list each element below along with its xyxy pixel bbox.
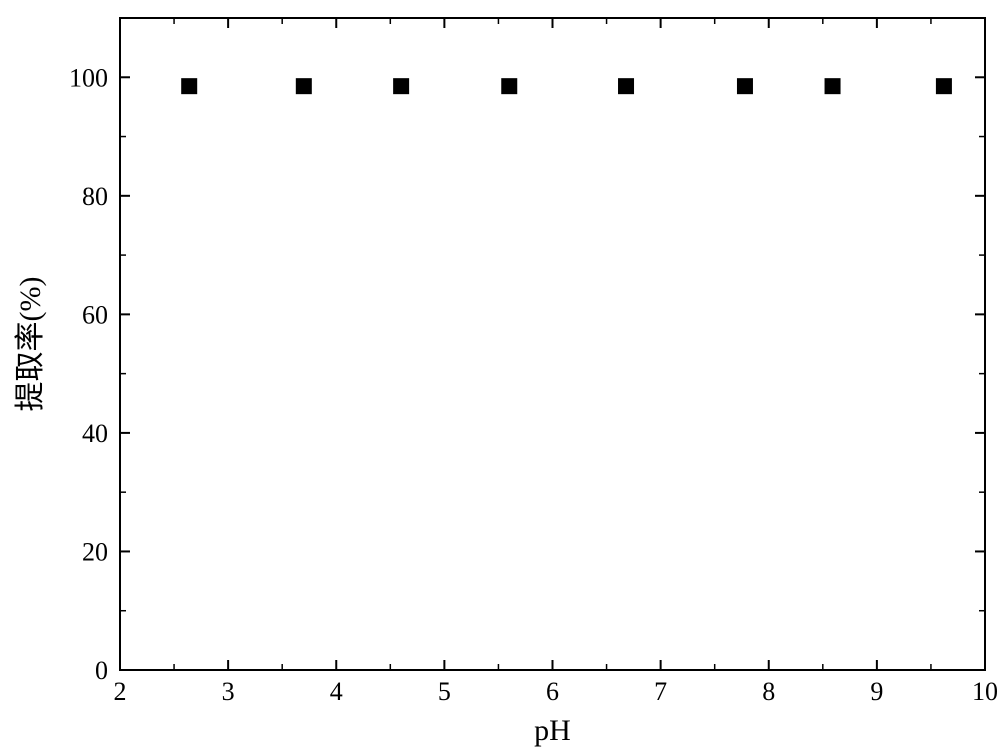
x-tick-label: 2 bbox=[114, 677, 127, 706]
x-tick-label: 3 bbox=[222, 677, 235, 706]
plot-frame bbox=[120, 18, 985, 670]
y-tick-label: 80 bbox=[82, 182, 108, 211]
x-axis-label: pH bbox=[534, 714, 571, 747]
y-tick-label: 0 bbox=[95, 656, 108, 685]
data-point bbox=[936, 78, 952, 94]
extraction-rate-chart: 2345678910020406080100pH提取率(%) bbox=[0, 0, 1000, 751]
y-tick-label: 20 bbox=[82, 537, 108, 566]
x-tick-label: 5 bbox=[438, 677, 451, 706]
y-tick-label: 100 bbox=[69, 63, 108, 92]
data-point bbox=[296, 78, 312, 94]
data-point bbox=[737, 78, 753, 94]
y-tick-label: 40 bbox=[82, 419, 108, 448]
x-tick-label: 7 bbox=[654, 677, 667, 706]
x-tick-label: 9 bbox=[870, 677, 883, 706]
data-point bbox=[825, 78, 841, 94]
data-point bbox=[618, 78, 634, 94]
data-point bbox=[393, 78, 409, 94]
y-tick-label: 60 bbox=[82, 300, 108, 329]
x-tick-label: 4 bbox=[330, 677, 343, 706]
chart-svg: 2345678910020406080100pH提取率(%) bbox=[0, 0, 1000, 751]
y-axis-label: 提取率(%) bbox=[14, 277, 47, 412]
data-point bbox=[501, 78, 517, 94]
x-tick-label: 10 bbox=[972, 677, 998, 706]
x-tick-label: 8 bbox=[762, 677, 775, 706]
data-point bbox=[181, 78, 197, 94]
x-tick-label: 6 bbox=[546, 677, 559, 706]
